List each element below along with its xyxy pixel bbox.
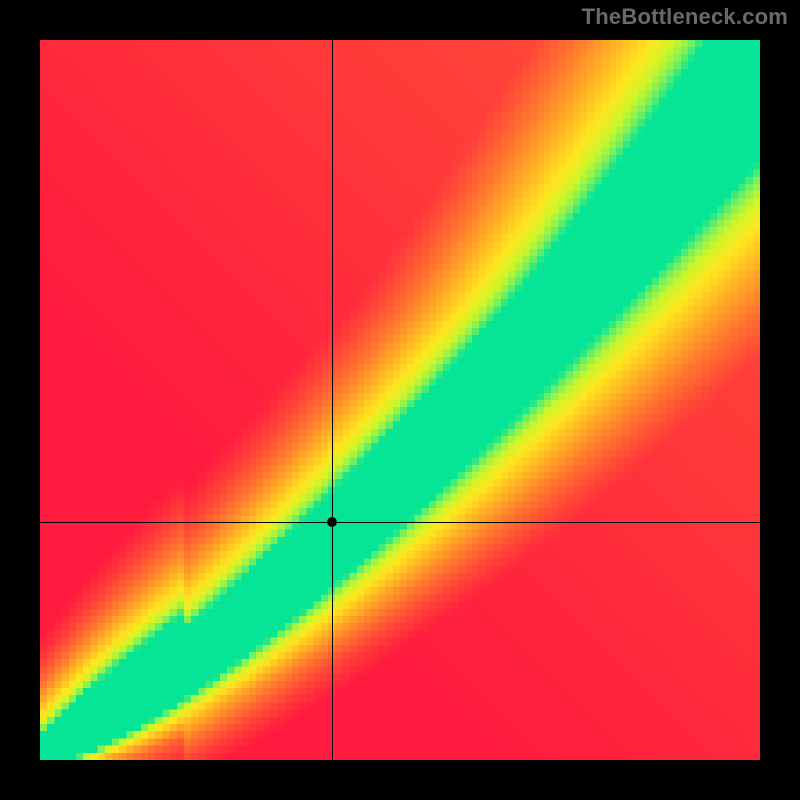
bottleneck-heatmap xyxy=(40,40,760,760)
figure-container: { "source_watermark": { "text": "TheBott… xyxy=(0,0,800,800)
watermark-text: TheBottleneck.com xyxy=(582,4,788,30)
